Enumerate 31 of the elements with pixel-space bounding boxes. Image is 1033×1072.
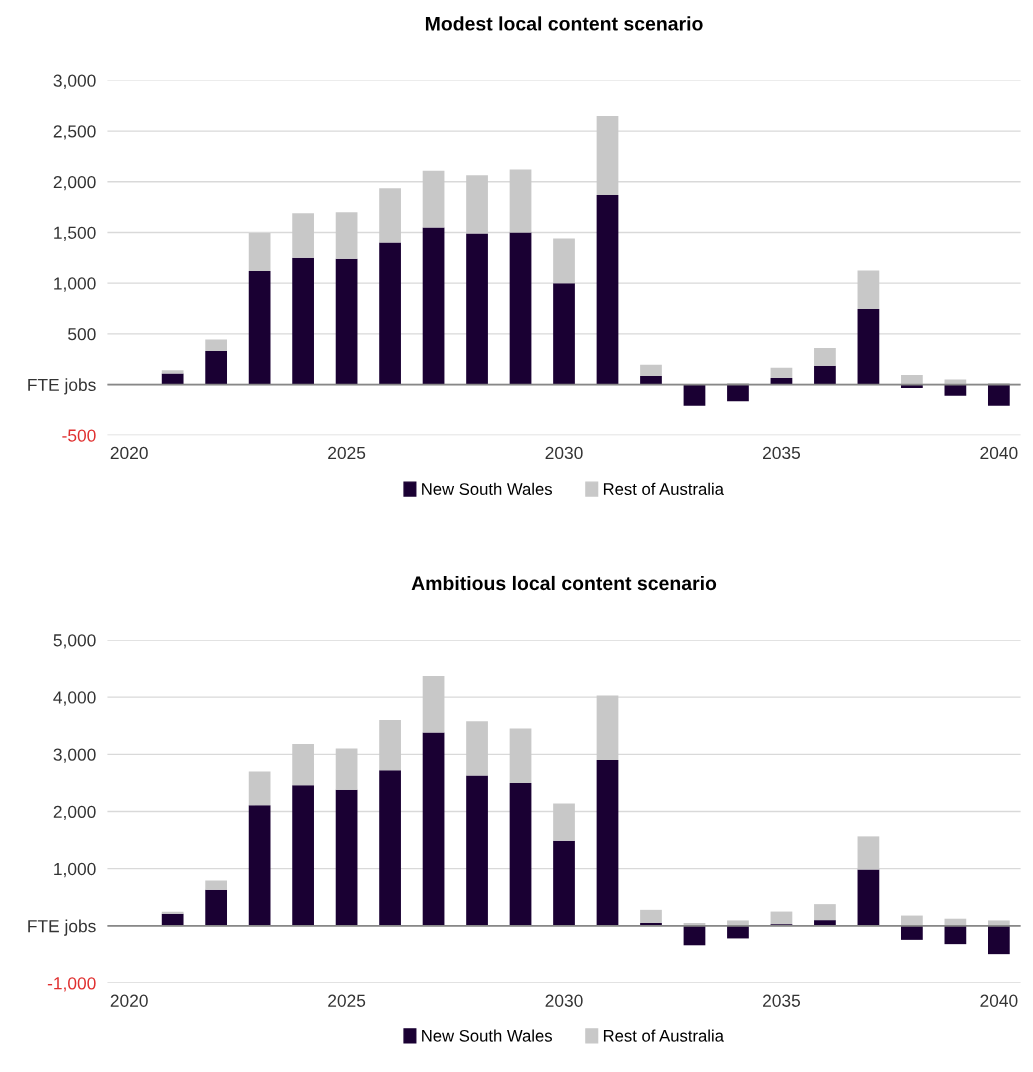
y-tick-label: 5,000 bbox=[53, 634, 96, 649]
y-tick-label: 2,000 bbox=[53, 805, 96, 821]
legend-label: Rest of Australia bbox=[603, 482, 724, 495]
y-tick-label: 1,500 bbox=[54, 226, 96, 241]
y-tick-label: 2,000 bbox=[53, 175, 96, 191]
y-tick-label: 1,000 bbox=[54, 862, 96, 878]
y-tick-label: -1,000 bbox=[47, 977, 96, 992]
x-tick-label: 2025 bbox=[328, 446, 366, 460]
chart-title: Modest local content scenario bbox=[425, 16, 703, 31]
x-tick-label: 2035 bbox=[763, 994, 801, 1007]
y-tick-label: 3,000 bbox=[53, 748, 96, 763]
legend-label: New South Wales bbox=[422, 482, 552, 495]
x-tick-label: 2020 bbox=[110, 994, 148, 1007]
y-tick-label: FTE jobs bbox=[28, 378, 96, 395]
x-tick-label: 2020 bbox=[110, 446, 148, 460]
legend-label: Rest of Australia bbox=[603, 1029, 724, 1042]
chart-title: Ambitious local content scenario bbox=[411, 575, 717, 591]
y-tick-label: FTE jobs bbox=[28, 919, 96, 936]
y-tick-label: 3,000 bbox=[53, 74, 96, 89]
x-tick-label: 2035 bbox=[763, 446, 801, 460]
y-tick-label: -500 bbox=[62, 429, 96, 442]
x-tick-label: 2030 bbox=[545, 994, 583, 1007]
y-tick-label: 2,500 bbox=[53, 125, 96, 140]
x-tick-label: 2040 bbox=[980, 446, 1018, 460]
y-tick-label: 1,000 bbox=[54, 277, 96, 292]
y-tick-label: 500 bbox=[68, 328, 96, 341]
x-tick-label: 2030 bbox=[545, 446, 583, 460]
legend-label: New South Wales bbox=[422, 1029, 552, 1042]
x-tick-label: 2025 bbox=[328, 994, 366, 1007]
y-tick-label: 4,000 bbox=[53, 691, 96, 706]
x-tick-label: 2040 bbox=[980, 994, 1018, 1007]
